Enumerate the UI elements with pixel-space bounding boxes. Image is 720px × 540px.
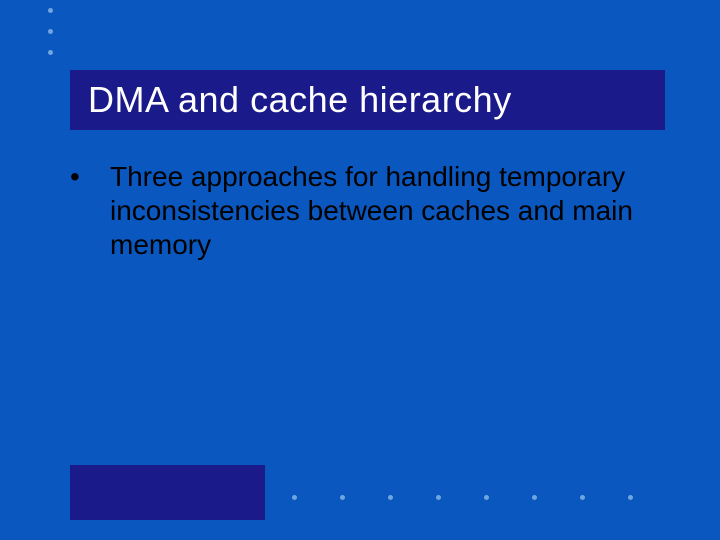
decor-dots-top [48,8,53,55]
decor-dot [628,495,633,500]
decor-dot [292,495,297,500]
decor-dot [340,495,345,500]
slide-body: • Three approaches for handling temporar… [70,160,640,262]
slide-title: DMA and cache hierarchy [88,79,512,121]
decor-dot [48,29,53,34]
decor-dot [48,8,53,13]
title-bar: DMA and cache hierarchy [70,70,665,130]
bullet-text: Three approaches for handling temporary … [110,160,640,262]
decor-bottom-rect [70,465,265,520]
decor-dot [48,50,53,55]
decor-dot [532,495,537,500]
decor-dot [484,495,489,500]
decor-dot [580,495,585,500]
bullet-marker: • [70,160,110,194]
decor-dot [388,495,393,500]
decor-dot [436,495,441,500]
bullet-item: • Three approaches for handling temporar… [70,160,640,262]
decor-dots-bottom [292,495,633,500]
slide: DMA and cache hierarchy • Three approach… [0,0,720,540]
